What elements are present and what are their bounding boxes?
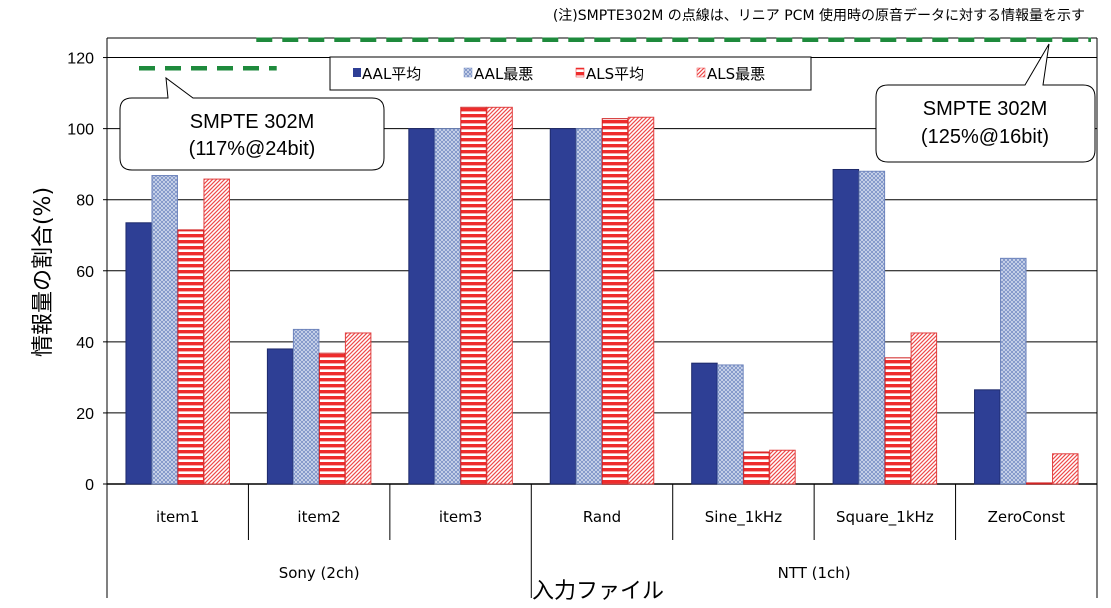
bar	[974, 389, 1001, 485]
bar	[408, 128, 435, 485]
legend-swatch-aal-worst	[463, 67, 473, 78]
x-tick-label: item1	[156, 508, 199, 526]
callout-title-left: SMPTE 302M	[190, 111, 314, 133]
legend-swatch-als-worst	[696, 67, 706, 78]
bar	[434, 128, 461, 485]
x-tick-label: item2	[297, 508, 340, 526]
bar	[769, 449, 796, 485]
y-axis-title: 情報量の割合(%)	[31, 187, 56, 357]
x-tick-label: Rand	[583, 508, 621, 526]
callout-bubble-left	[119, 76, 385, 171]
reference-lines	[139, 37, 1091, 71]
legend-label-aal-worst: AAL最悪	[474, 65, 533, 83]
bar	[1026, 482, 1053, 485]
bar	[691, 362, 718, 485]
callout-subtitle-left: (117%@24bit)	[189, 138, 316, 160]
bar	[743, 451, 770, 485]
x-tick-label: Square_1kHz	[836, 508, 934, 527]
y-tick-label: 60	[76, 264, 94, 281]
y-tick-label: 40	[76, 335, 94, 352]
bar	[858, 170, 886, 485]
callout-bubble-right	[875, 43, 1096, 163]
y-tick-label: 0	[85, 477, 94, 494]
axis-labels: 0 20 40 60 80 100 120 item1 item2 item3 Rand Sine_1…	[67, 51, 1065, 582]
bar	[627, 116, 655, 485]
x-axis-title: 入力ファイル	[532, 579, 664, 604]
legend-label-aal-avg: AAL平均	[362, 65, 421, 83]
bar	[203, 178, 230, 485]
callout-title-right: SMPTE 302M	[923, 98, 1047, 120]
bar	[549, 128, 577, 485]
legend: AAL平均 AAL最悪 ALS平均 ALS最悪	[329, 56, 812, 91]
callout-subtitle-right: (125%@16bit)	[921, 126, 1049, 148]
bar	[1000, 257, 1027, 485]
y-tick-label: 100	[67, 122, 94, 139]
callout-smpte-16bit: SMPTE 302M (125%@16bit)	[875, 43, 1096, 163]
bar	[125, 222, 152, 485]
legend-label-als-worst: ALS最悪	[707, 65, 765, 83]
bar	[344, 332, 372, 485]
bars	[125, 106, 1079, 485]
bar	[884, 357, 912, 485]
legend-swatch-als-avg	[575, 67, 585, 78]
bar	[318, 352, 346, 485]
bar	[717, 364, 744, 485]
x-tick-label: item3	[439, 508, 482, 526]
bar	[266, 348, 294, 485]
bar	[177, 229, 204, 485]
legend-box	[329, 56, 812, 91]
bar	[292, 328, 320, 485]
bar	[151, 175, 178, 485]
bar	[460, 106, 487, 485]
bar	[486, 106, 513, 485]
y-tick-label: 20	[76, 406, 94, 423]
legend-label-als-avg: ALS平均	[586, 65, 644, 83]
bar	[601, 118, 629, 485]
bar	[1052, 453, 1079, 485]
bar	[575, 128, 603, 485]
group-label: NTT (1ch)	[778, 564, 851, 582]
bar	[910, 332, 938, 485]
chart-note: (注)SMPTE302M の点線は、リニア PCM 使用時の原音データに対する情…	[553, 7, 1085, 24]
y-tick-label: 120	[67, 51, 94, 68]
y-tick-label: 80	[76, 193, 94, 210]
callout-smpte-24bit: SMPTE 302M (117%@24bit)	[119, 76, 385, 171]
group-label: Sony (2ch)	[279, 564, 360, 582]
bar	[832, 168, 860, 485]
legend-swatch-aal-avg	[353, 68, 361, 77]
x-tick-label: Sine_1kHz	[705, 508, 782, 527]
x-tick-label: ZeroConst	[988, 508, 1065, 526]
